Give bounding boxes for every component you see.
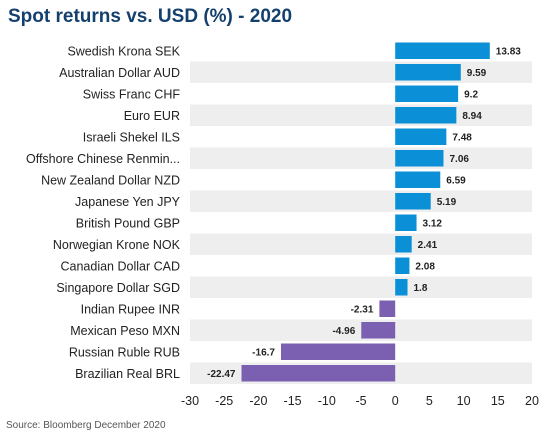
value-label: 1.8 (414, 283, 428, 294)
chart-title: Spot returns vs. USD (%) - 2020 (8, 6, 293, 27)
bar (395, 193, 431, 210)
bar (395, 128, 447, 145)
bar (395, 257, 410, 274)
value-label: 2.41 (418, 240, 438, 251)
x-tick-label: -30 (181, 394, 199, 408)
x-tick-label: -25 (215, 394, 233, 408)
bar (395, 214, 417, 231)
category-label: Australian Dollar AUD (59, 66, 180, 80)
x-tick-label: 10 (457, 394, 471, 408)
category-label: Mexican Peso MXN (70, 324, 180, 338)
x-tick-label: -20 (249, 394, 267, 408)
source-note: Source: Bloomberg December 2020 (6, 420, 166, 431)
value-label: 3.12 (423, 218, 443, 229)
bar (395, 64, 461, 81)
value-label: 9.2 (464, 89, 478, 100)
value-label: -16.7 (252, 347, 275, 358)
bar (395, 85, 459, 102)
value-label: 2.08 (415, 261, 435, 272)
bar (395, 42, 490, 59)
bar (280, 343, 396, 360)
value-label: 7.48 (452, 132, 472, 143)
bar (395, 107, 457, 124)
bar (395, 236, 412, 253)
category-label: Singapore Dollar SGD (56, 281, 180, 295)
x-tick-label: 0 (392, 394, 399, 408)
value-label: 6.59 (446, 175, 466, 186)
row-band (190, 147, 532, 169)
value-label: 8.94 (462, 111, 482, 122)
category-label: Norwegian Krone NOK (53, 238, 181, 252)
value-label: -4.96 (332, 326, 355, 337)
x-tick-label: 15 (491, 394, 505, 408)
x-tick-label: -15 (284, 394, 302, 408)
category-label: Swiss Franc CHF (83, 87, 181, 101)
category-label: British Pound GBP (76, 216, 180, 230)
value-label: -2.31 (351, 304, 374, 315)
value-label: 7.06 (449, 154, 469, 165)
bar (241, 365, 396, 382)
value-label: 13.83 (496, 46, 521, 57)
category-label: Euro EUR (124, 109, 180, 123)
category-label: Canadian Dollar CAD (60, 259, 180, 273)
category-label: Offshore Chinese Renmin... (26, 152, 180, 166)
x-tick-label: 5 (426, 394, 433, 408)
bar (379, 300, 396, 317)
row-band (190, 276, 532, 298)
value-label: 9.59 (467, 68, 487, 79)
bar (395, 279, 408, 296)
bar (361, 322, 396, 339)
bar (395, 150, 444, 167)
value-label: -22.47 (207, 369, 236, 380)
category-label: Brazilian Real BRL (75, 367, 180, 381)
row-band (190, 233, 532, 255)
x-tick-label: -10 (318, 394, 336, 408)
category-label: New Zealand Dollar NZD (41, 173, 180, 187)
category-label: Indian Rupee INR (81, 302, 180, 316)
x-tick-label: -5 (355, 394, 366, 408)
x-tick-label: 20 (525, 394, 539, 408)
category-label: Swedish Krona SEK (67, 44, 180, 58)
value-label: 5.19 (437, 197, 457, 208)
category-label: Japanese Yen JPY (75, 195, 181, 209)
bar (395, 171, 441, 188)
category-label: Russian Ruble RUB (69, 345, 180, 359)
row-band (190, 190, 532, 212)
category-label: Israeli Shekel ILS (83, 130, 180, 144)
row-band (190, 319, 532, 341)
